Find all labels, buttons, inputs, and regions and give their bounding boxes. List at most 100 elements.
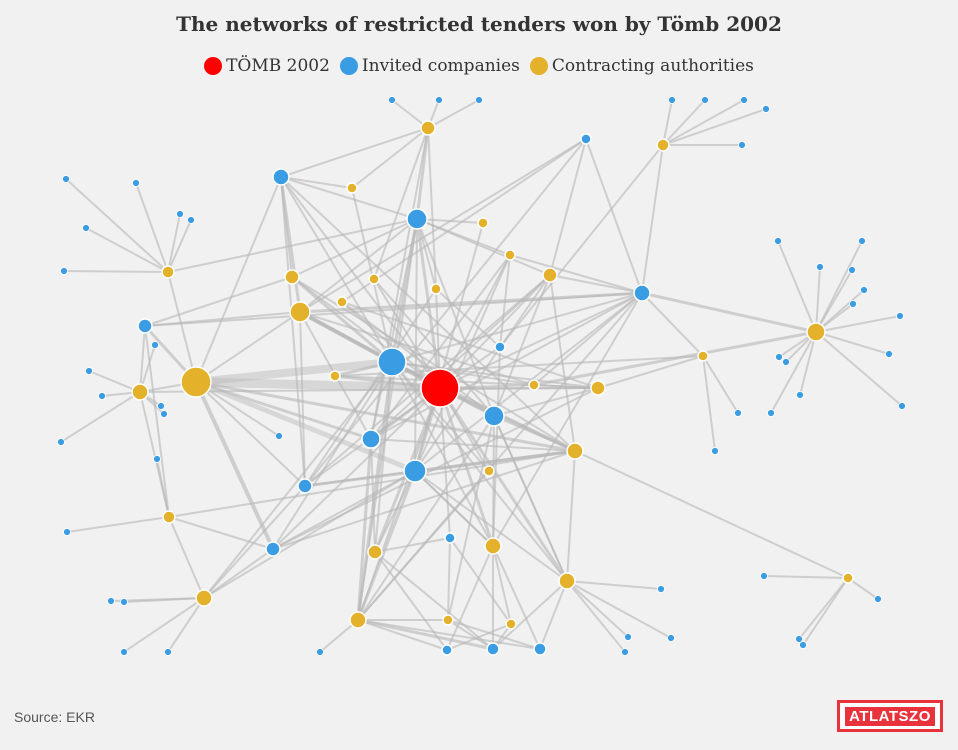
node-company-L7[interactable]: [738, 141, 746, 149]
node-authority-Y30[interactable]: [842, 572, 854, 584]
node-authority-Y28[interactable]: [697, 350, 709, 362]
node-company-L41[interactable]: [767, 409, 775, 417]
node-company-L13[interactable]: [60, 267, 68, 275]
node-company-L25[interactable]: [164, 648, 172, 656]
node-company-L3[interactable]: [668, 96, 676, 104]
node-company-L30[interactable]: [774, 237, 782, 245]
node-company-B2[interactable]: [483, 405, 505, 427]
node-company-L28[interactable]: [734, 409, 742, 417]
node-authority-Y8[interactable]: [349, 611, 367, 629]
node-authority-Y20[interactable]: [336, 296, 348, 308]
node-company-B14[interactable]: [441, 644, 453, 656]
node-authority-Y29[interactable]: [806, 322, 826, 342]
node-company-B11[interactable]: [494, 341, 506, 353]
node-company-L39[interactable]: [885, 350, 893, 358]
node-company-L36[interactable]: [896, 312, 904, 320]
node-authority-Y10[interactable]: [484, 537, 502, 555]
node-company-L4[interactable]: [701, 96, 709, 104]
node-company-L31[interactable]: [858, 237, 866, 245]
node-company-B1[interactable]: [377, 347, 407, 377]
node-company-L49[interactable]: [667, 634, 675, 642]
node-company-L35[interactable]: [849, 300, 857, 308]
node-company-B7[interactable]: [633, 284, 651, 302]
node-company-L27[interactable]: [275, 432, 283, 440]
node-authority-Y11[interactable]: [558, 572, 576, 590]
node-authority-Y14[interactable]: [542, 267, 558, 283]
node-authority-Y27[interactable]: [656, 138, 670, 152]
node-authority-Y4[interactable]: [131, 383, 149, 401]
node-authority-Y2[interactable]: [289, 301, 311, 323]
node-company-L48[interactable]: [624, 633, 632, 641]
node-authority-Y15[interactable]: [504, 249, 516, 261]
node-company-L47[interactable]: [657, 585, 665, 593]
node-company-L14[interactable]: [85, 367, 93, 375]
node-company-L15[interactable]: [98, 392, 106, 400]
node-company-L5[interactable]: [740, 96, 748, 104]
node-authority-Y22[interactable]: [528, 379, 540, 391]
node-company-B6[interactable]: [272, 168, 290, 186]
node-authority-Y7[interactable]: [195, 589, 213, 607]
node-authority-Y25[interactable]: [505, 618, 517, 630]
node-company-L6[interactable]: [762, 105, 770, 113]
node-company-L8[interactable]: [62, 175, 70, 183]
node-tomb-2002[interactable]: [420, 368, 460, 408]
node-company-B15[interactable]: [486, 642, 500, 656]
node-authority-Y13[interactable]: [590, 380, 606, 396]
atlatszo-logo[interactable]: ATLATSZO: [837, 700, 943, 732]
node-company-B9[interactable]: [297, 478, 313, 494]
node-company-L18[interactable]: [157, 402, 165, 410]
node-company-L23[interactable]: [120, 598, 128, 606]
node-company-B4[interactable]: [361, 429, 381, 449]
node-company-L16[interactable]: [57, 438, 65, 446]
node-authority-Y16[interactable]: [477, 217, 489, 229]
node-authority-Y26[interactable]: [420, 120, 436, 136]
node-company-L29[interactable]: [711, 447, 719, 455]
node-company-L24[interactable]: [120, 648, 128, 656]
node-authority-Y5[interactable]: [161, 265, 175, 279]
node-company-L11[interactable]: [176, 210, 184, 218]
node-authority-Y24[interactable]: [442, 614, 454, 626]
node-company-L44[interactable]: [874, 595, 882, 603]
node-company-L10[interactable]: [82, 224, 90, 232]
node-company-L34[interactable]: [860, 286, 868, 294]
node-company-L43[interactable]: [760, 572, 768, 580]
node-company-L17[interactable]: [151, 341, 159, 349]
node-company-L50[interactable]: [621, 648, 629, 656]
node-company-B16[interactable]: [533, 642, 547, 656]
node-authority-Y9[interactable]: [367, 544, 383, 560]
node-company-L12[interactable]: [187, 216, 195, 224]
node-authority-Y23[interactable]: [483, 465, 495, 477]
node-company-L32[interactable]: [816, 263, 824, 271]
node-authority-Y12[interactable]: [566, 442, 584, 460]
edge-L3-Y27: [662, 99, 673, 146]
node-company-L21[interactable]: [63, 528, 71, 536]
node-authority-Y19[interactable]: [368, 273, 380, 285]
node-company-L20[interactable]: [153, 455, 161, 463]
node-authority-Y1[interactable]: [180, 366, 212, 398]
node-company-B13[interactable]: [444, 532, 456, 544]
node-company-B12[interactable]: [580, 133, 592, 145]
node-authority-Y3[interactable]: [284, 269, 300, 285]
node-authority-Y21[interactable]: [329, 370, 341, 382]
node-company-L42[interactable]: [898, 402, 906, 410]
node-company-L37[interactable]: [775, 353, 783, 361]
node-company-L26[interactable]: [316, 648, 324, 656]
node-company-L38[interactable]: [782, 358, 790, 366]
node-company-L19[interactable]: [160, 410, 168, 418]
node-company-L33[interactable]: [848, 266, 856, 274]
node-company-L45[interactable]: [795, 635, 803, 643]
node-company-L1[interactable]: [435, 96, 443, 104]
node-company-L0[interactable]: [388, 96, 396, 104]
node-company-L2[interactable]: [475, 96, 483, 104]
node-company-L22[interactable]: [107, 597, 115, 605]
node-company-B10[interactable]: [265, 541, 281, 557]
node-company-L9[interactable]: [132, 179, 140, 187]
node-company-B5[interactable]: [406, 208, 428, 230]
node-authority-Y6[interactable]: [162, 510, 176, 524]
node-company-L40[interactable]: [796, 391, 804, 399]
node-company-B8[interactable]: [137, 318, 153, 334]
node-authority-Y17[interactable]: [430, 283, 442, 295]
node-authority-Y18[interactable]: [346, 182, 358, 194]
node-company-L46[interactable]: [799, 641, 807, 649]
node-company-B3[interactable]: [403, 459, 427, 483]
